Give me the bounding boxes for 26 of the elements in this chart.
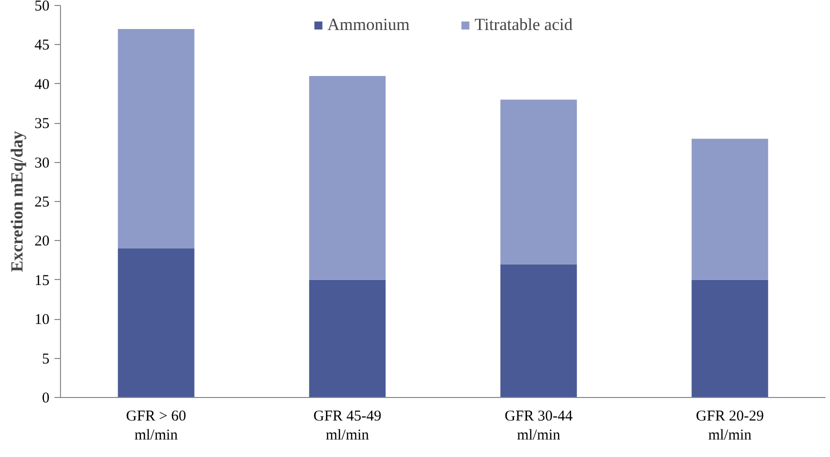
x-tick-label: GFR 20-29 ml/min [696,408,764,444]
x-tick-label: GFR > 60 ml/min [126,408,186,444]
y-tick-label: 45 [34,38,50,54]
y-tick-label: 15 [34,272,50,289]
bar [692,138,768,280]
legend-label: Titratable acid [474,15,573,35]
y-tick-label: 5 [42,351,50,368]
bar [309,280,386,398]
y-tick-label: 25 [34,194,50,210]
x-tick-label: GFR 30-44 ml/min [504,408,574,444]
x-tick-label: GFR 45-49 ml/min [313,408,382,444]
y-tick-label: 20 [34,234,50,250]
y-tick-label: 30 [34,155,50,172]
y-tick-label: 0 [42,390,50,406]
y-axis-title: Excretion mEq/day [8,130,26,272]
bar [692,280,768,398]
y-tick-label: 40 [34,76,50,93]
bar [118,29,194,249]
bar [118,248,194,398]
y-tick-label: 35 [34,116,50,132]
legend-label: Ammonium [327,15,410,35]
y-tick-label: 10 [34,312,50,328]
bar [500,264,577,398]
bar [500,100,577,264]
bar [309,76,386,280]
y-tick-label: 50 [34,0,50,14]
